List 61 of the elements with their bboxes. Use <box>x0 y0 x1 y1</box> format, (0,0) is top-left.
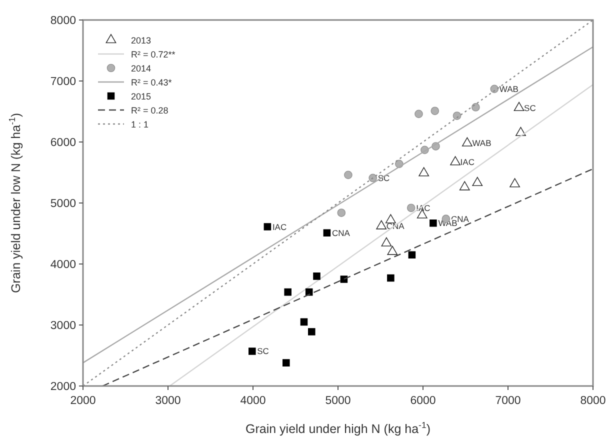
point <box>385 214 396 224</box>
point <box>514 102 524 112</box>
point <box>472 103 480 112</box>
legend-label: 2015 <box>131 92 152 102</box>
x-tick-label: 4000 <box>240 395 266 407</box>
point <box>450 156 461 166</box>
point <box>387 246 398 255</box>
point <box>472 176 483 186</box>
point <box>459 181 470 190</box>
point <box>406 204 416 212</box>
y-tick-label: 8000 <box>50 15 76 27</box>
y-tick-label: 7000 <box>50 76 76 88</box>
point <box>387 274 394 282</box>
point <box>248 348 256 355</box>
point <box>264 223 272 230</box>
point <box>490 84 499 94</box>
point <box>452 112 462 120</box>
point <box>430 106 440 116</box>
point <box>284 288 292 296</box>
x-tick-label: 3000 <box>155 395 181 407</box>
point <box>418 167 430 176</box>
point <box>516 126 526 136</box>
legend-label: R² = 0.43* <box>131 78 172 88</box>
legend-label: 1 : 1 <box>131 120 149 130</box>
legend-label: R² = 0.72** <box>131 50 176 60</box>
point <box>462 137 472 146</box>
point <box>323 229 331 237</box>
legend-label: R² = 0.28 <box>131 106 168 116</box>
point <box>408 251 416 258</box>
annotation: WAB <box>472 138 492 148</box>
point <box>414 110 423 118</box>
point <box>282 359 290 366</box>
x-tick-label: 5000 <box>325 395 351 407</box>
legend-label: 2014 <box>131 64 152 74</box>
annotation: SC <box>524 102 536 113</box>
y-tick-label: 5000 <box>50 198 76 210</box>
point <box>308 328 316 336</box>
point <box>337 208 346 217</box>
point <box>510 178 520 188</box>
annotation: IAC <box>460 157 474 168</box>
point <box>300 318 308 326</box>
x-tick-label: 7000 <box>495 395 521 407</box>
point <box>340 276 348 283</box>
y-tick-label: 4000 <box>50 259 76 271</box>
x-tick-label: 8000 <box>580 395 606 407</box>
point <box>381 237 392 246</box>
y-tick-label: 2000 <box>50 381 76 393</box>
x-axis-title: Grain yield under high N (kg ha$^{-1}$) <box>246 420 430 436</box>
annotation: CNA <box>332 228 350 238</box>
point <box>430 219 437 227</box>
point <box>313 272 320 280</box>
legend-label: 2013 <box>131 36 152 46</box>
x-tick-label: 2000 <box>70 395 96 407</box>
annotation: SC <box>257 346 269 356</box>
annotation: WAB <box>499 84 519 94</box>
annotation: IAC <box>272 222 287 232</box>
point <box>376 220 387 230</box>
point <box>344 170 352 180</box>
x-tick-label: 6000 <box>410 395 436 407</box>
y-tick-label: 6000 <box>50 137 76 149</box>
y-tick-label: 3000 <box>50 320 76 332</box>
